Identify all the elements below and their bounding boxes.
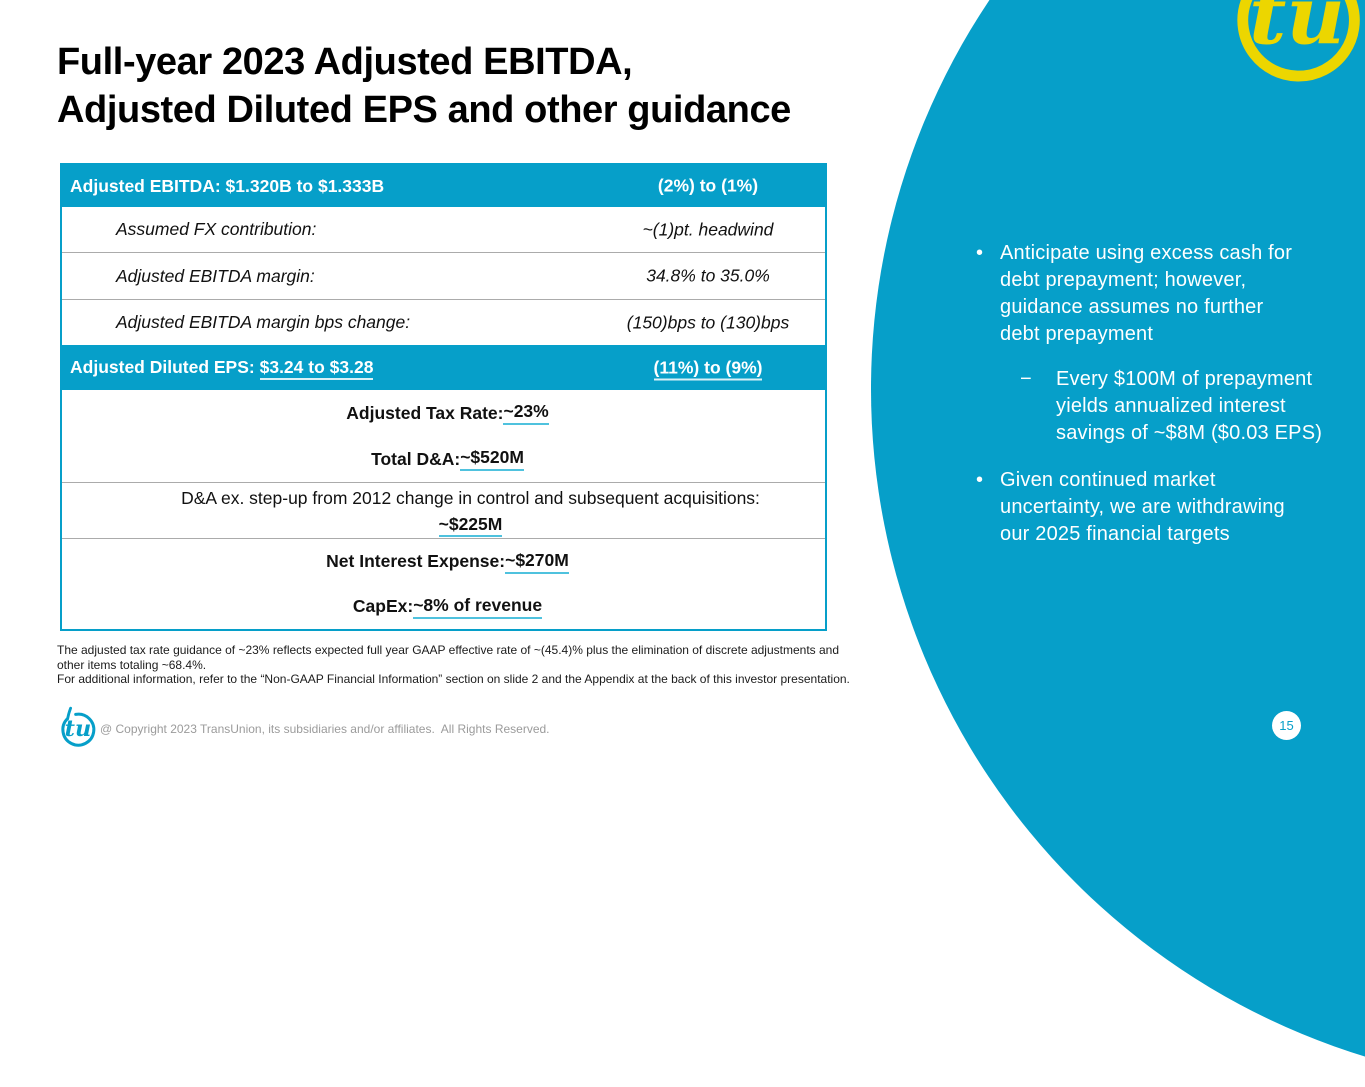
bullet-text: Every $100M of prepayment yields annuali…	[1056, 368, 1323, 444]
row-value: (150)bps to (130)bps	[626, 312, 790, 332]
bullet-marker: •	[976, 469, 984, 491]
footnote-text: The adjusted tax rate guidance of ~23% r…	[57, 643, 850, 686]
guidance-table: Adjusted EBITDA: $1.320B to $1.333B (2%)…	[60, 163, 827, 631]
table-row: Adjusted EBITDA margin bps change: (150)…	[62, 299, 825, 345]
row-value: ~$225M	[438, 511, 503, 537]
transunion-logo-small-icon	[56, 706, 99, 749]
row-label: D&A ex. step-up from 2012 change in cont…	[181, 487, 760, 508]
row-value: (2%) to (1%)	[657, 175, 759, 196]
table-row: Adjusted EBITDA margin: 34.8% to 35.0%	[62, 252, 825, 299]
table-row: Adjusted Tax Rate: ~23% Total D&A: ~$520…	[62, 390, 825, 482]
row-value: ~(1)pt. headwind	[642, 219, 774, 239]
row-label: Adjusted EBITDA margin:	[116, 265, 315, 286]
bullet-item: − Every $100M of prepayment yields annua…	[952, 366, 1350, 447]
bullet-list: • Anticipate using excess cash for debt …	[952, 240, 1350, 548]
row-label: Adjusted Diluted EPS: $3.24 to $3.28	[62, 357, 825, 380]
transunion-logo-icon	[1218, 0, 1365, 90]
table-row: Adjusted Diluted EPS: $3.24 to $3.28 (11…	[62, 345, 825, 390]
row-label: Net Interest Expense: ~$270M	[326, 539, 569, 584]
table-row: Adjusted EBITDA: $1.320B to $1.333B (2%)…	[62, 165, 825, 207]
slide-title: Full-year 2023 Adjusted EBITDA, Adjusted…	[57, 41, 791, 131]
row-label: Adjusted Tax Rate: ~23%	[346, 390, 549, 436]
row-label: CapEx: ~8% of revenue	[353, 584, 543, 629]
row-label: Adjusted EBITDA margin bps change:	[116, 312, 411, 332]
row-label: Total D&A: ~$520M	[371, 436, 524, 482]
row-label: Adjusted EBITDA: $1.320B to $1.333B	[70, 175, 385, 196]
page-number-badge: 15	[1272, 711, 1301, 740]
table-row: D&A ex. step-up from 2012 change in cont…	[62, 482, 825, 538]
table-row: Net Interest Expense: ~$270M CapEx: ~8% …	[62, 538, 825, 629]
dash-marker: −	[1020, 368, 1032, 390]
copyright-text: @ Copyright 2023 TransUnion, its subsidi…	[100, 722, 550, 736]
bullet-text: Given continued market uncertainty, we a…	[1000, 469, 1285, 545]
row-value: 34.8% to 35.0%	[646, 265, 770, 286]
row-value: (11%) to (9%)	[587, 357, 825, 380]
table-row: Assumed FX contribution: ~(1)pt. headwin…	[62, 207, 825, 252]
bullet-item: • Anticipate using excess cash for debt …	[952, 240, 1350, 348]
bullet-item: • Given continued market uncertainty, we…	[952, 467, 1350, 548]
bullet-text: Anticipate using excess cash for debt pr…	[1000, 242, 1293, 345]
bullet-marker: •	[976, 242, 984, 264]
row-label: Assumed FX contribution:	[116, 219, 317, 239]
